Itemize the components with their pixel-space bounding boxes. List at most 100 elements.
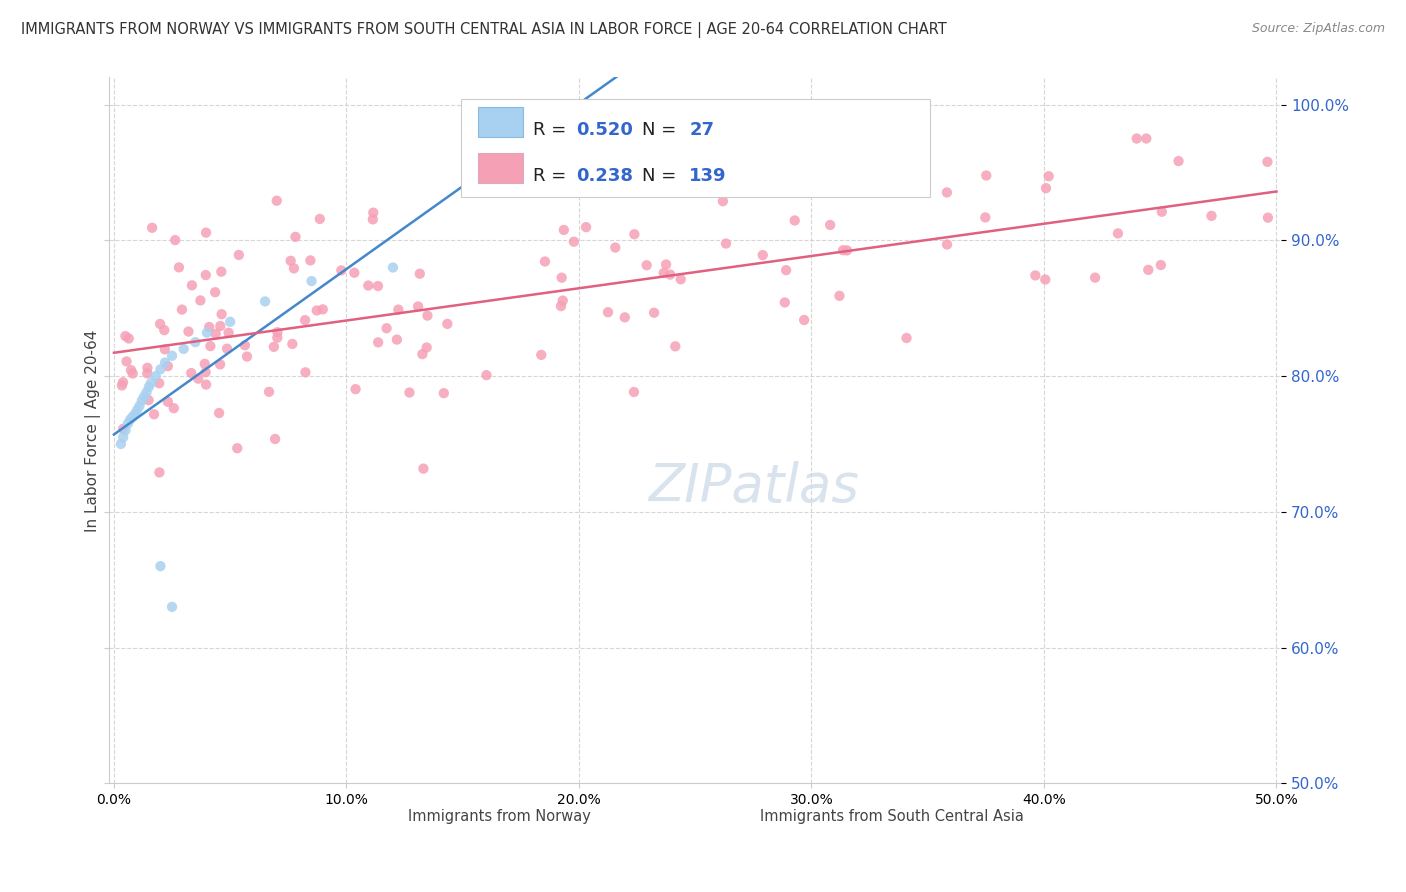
Point: [266, 194, 288, 208]
Point: [1084, 270, 1107, 285]
Point: [793, 313, 815, 327]
Point: [136, 367, 159, 381]
Point: [1107, 227, 1129, 241]
Point: [398, 385, 420, 400]
Point: [381, 260, 404, 275]
Point: [1125, 131, 1147, 145]
Point: [613, 310, 636, 325]
Point: [184, 335, 207, 350]
Point: [828, 289, 851, 303]
Point: [1150, 258, 1173, 272]
Point: [283, 261, 305, 276]
FancyBboxPatch shape: [718, 808, 751, 826]
Text: 27: 27: [689, 121, 714, 139]
Point: [415, 341, 437, 355]
Point: [367, 279, 389, 293]
Point: [165, 233, 187, 247]
Point: [436, 317, 458, 331]
Point: [195, 326, 218, 340]
Point: [623, 384, 645, 399]
Text: ZIPatlas: ZIPatlas: [648, 461, 859, 513]
Point: [143, 407, 166, 421]
Point: [148, 376, 170, 391]
Point: [209, 265, 232, 279]
Point: [208, 406, 231, 420]
Point: [138, 393, 160, 408]
Point: [236, 350, 259, 364]
Point: [284, 230, 307, 244]
Text: 0.520: 0.520: [575, 121, 633, 139]
Point: [120, 412, 142, 426]
Point: [118, 331, 141, 345]
Point: [136, 360, 159, 375]
Point: [194, 357, 217, 371]
Point: [111, 378, 134, 392]
Point: [280, 253, 302, 268]
Point: [375, 321, 398, 335]
Point: [294, 313, 316, 327]
Point: [818, 218, 841, 232]
Point: [361, 205, 384, 219]
Point: [305, 303, 328, 318]
Point: [664, 339, 686, 353]
Point: [1033, 272, 1056, 286]
Point: [266, 331, 288, 345]
Y-axis label: In Labor Force | Age 20-64: In Labor Force | Age 20-64: [86, 329, 101, 532]
Point: [209, 318, 232, 333]
Point: [361, 212, 384, 227]
Point: [254, 294, 277, 309]
Point: [387, 302, 409, 317]
Text: IMMIGRANTS FROM NORWAY VS IMMIGRANTS FROM SOUTH CENTRAL ASIA IN LABOR FORCE | AG: IMMIGRANTS FROM NORWAY VS IMMIGRANTS FRO…: [21, 22, 946, 38]
Point: [530, 348, 553, 362]
Point: [433, 386, 456, 401]
Point: [605, 241, 627, 255]
Point: [974, 211, 997, 225]
Point: [575, 220, 598, 235]
Point: [312, 302, 335, 317]
Point: [835, 244, 858, 258]
Point: [775, 263, 797, 277]
Point: [1038, 169, 1060, 184]
Point: [170, 302, 193, 317]
Point: [416, 309, 439, 323]
Point: [200, 339, 222, 353]
Point: [562, 235, 585, 249]
Point: [226, 442, 249, 456]
Point: [281, 337, 304, 351]
Point: [515, 179, 537, 194]
Point: [935, 186, 957, 200]
Text: Source: ZipAtlas.com: Source: ZipAtlas.com: [1251, 22, 1385, 36]
Point: [1167, 154, 1189, 169]
Point: [153, 343, 176, 357]
Point: [343, 266, 366, 280]
Point: [652, 266, 675, 280]
Point: [266, 325, 288, 339]
Point: [160, 349, 183, 363]
Point: [534, 254, 557, 268]
Point: [204, 285, 226, 300]
Point: [112, 422, 135, 436]
Point: [124, 407, 146, 421]
Point: [177, 325, 200, 339]
Point: [551, 293, 574, 308]
Point: [145, 369, 167, 384]
FancyBboxPatch shape: [478, 153, 523, 183]
Point: [187, 372, 209, 386]
Point: [131, 393, 153, 408]
Point: [636, 258, 658, 272]
Point: [783, 213, 806, 227]
Point: [294, 365, 316, 379]
Point: [718, 179, 741, 194]
Point: [194, 365, 217, 379]
Point: [553, 223, 575, 237]
Point: [1137, 263, 1160, 277]
Point: [181, 278, 204, 293]
Point: [139, 376, 162, 390]
Point: [121, 409, 143, 424]
Point: [357, 278, 380, 293]
Point: [149, 317, 172, 331]
Point: [198, 320, 221, 334]
Point: [218, 326, 240, 340]
Point: [149, 559, 172, 574]
Point: [1150, 204, 1173, 219]
